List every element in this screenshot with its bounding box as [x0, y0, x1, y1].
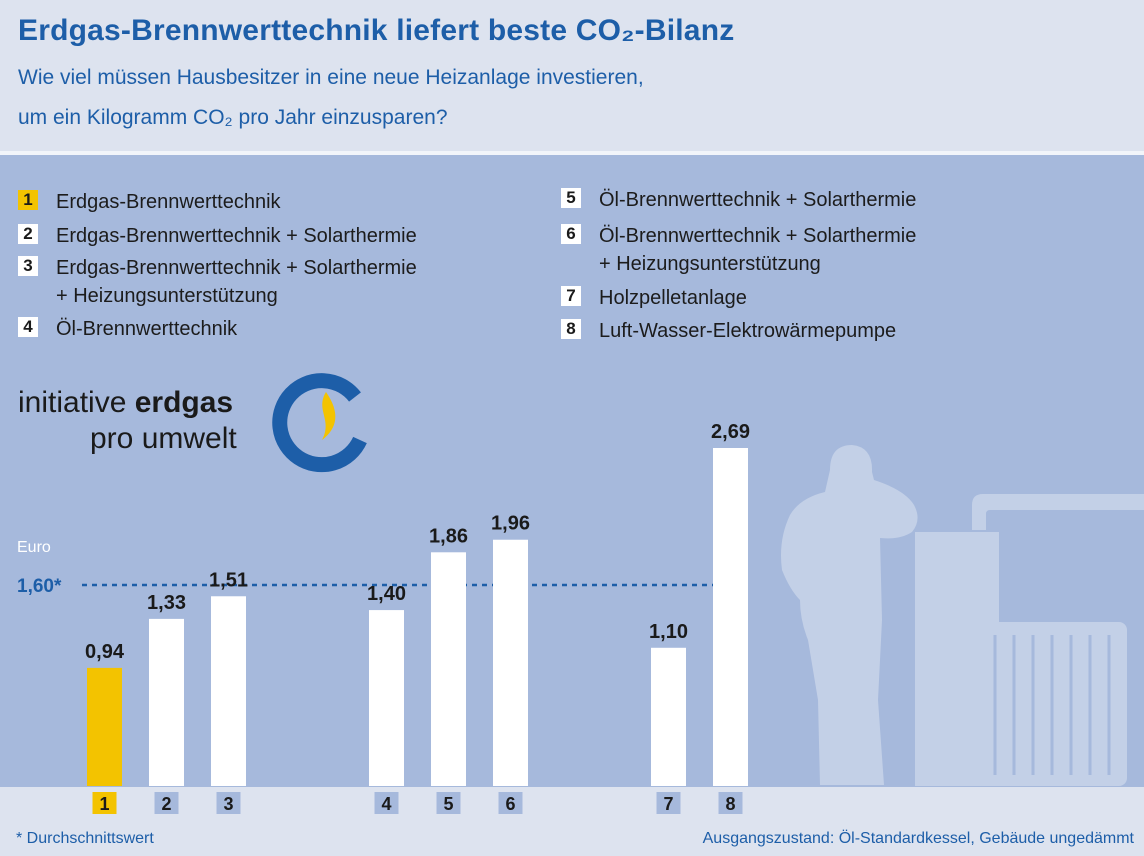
legend-label: Erdgas-Brennwerttechnik + Solarthermie	[56, 257, 417, 279]
legend-label: Öl-Brennwerttechnik	[56, 318, 238, 340]
bar-value-label-4: 1,40	[367, 583, 406, 605]
legend-number-badge: 1	[18, 190, 38, 210]
legend-number-badge: 3	[18, 256, 38, 276]
logo-word-regular: initiative	[18, 386, 135, 419]
y-axis-label: Euro	[17, 539, 51, 556]
legend-label: Erdgas-Brennwerttechnik + Solarthermie	[56, 225, 417, 247]
footnote-average: * Durchschnittswert	[16, 830, 154, 847]
category-tick-box-8	[718, 792, 743, 814]
bar-value-label-7: 1,10	[649, 621, 688, 643]
bar-2	[149, 618, 184, 786]
bar-8	[713, 448, 748, 786]
reference-line-group: 1,60*	[17, 576, 720, 597]
bars-group: 0,94 1,33 1,51 1,40 1,86 1,96 1,10 2,69	[85, 421, 750, 786]
logo-wordmark-line-2: pro umwelt	[90, 422, 237, 455]
legend-label: Öl-Brennwerttechnik + Solarthermie	[599, 189, 917, 211]
category-tick-box-6	[498, 792, 523, 814]
legend-label-continued: + Heizungsunterstützung	[56, 285, 278, 307]
legend-number-badge: 6	[561, 224, 581, 244]
initiative-erdgas-logo-icon	[272, 373, 367, 473]
category-tick-label-5: 5	[443, 794, 453, 814]
legend-number-badge: 8	[561, 319, 581, 339]
footnote-baseline: Ausgangszustand: Öl-Standardkessel, Gebä…	[702, 830, 1134, 847]
legend-label-continued: + Heizungsunterstützung	[599, 253, 821, 275]
logo-word-bold: erdgas	[134, 386, 234, 419]
reference-line-label: 1,60*	[17, 576, 62, 597]
category-tick-box-4	[374, 792, 399, 814]
category-tick-label-4: 4	[381, 794, 391, 814]
bar-value-label-5: 1,86	[429, 525, 468, 547]
category-ticks-group: 1 2 3 4 5 6 7 8	[92, 792, 743, 814]
legend-number-badge: 7	[561, 286, 581, 306]
bar-6	[493, 539, 528, 786]
category-tick-label-7: 7	[663, 794, 673, 814]
header-divider	[0, 151, 1144, 155]
category-tick-label-8: 8	[725, 794, 735, 814]
bar-7	[651, 647, 686, 786]
category-tick-box-3	[216, 792, 241, 814]
bar-value-label-1: 0,94	[85, 641, 125, 663]
bar-value-label-2: 1,33	[147, 592, 186, 614]
category-tick-box-1	[92, 792, 117, 814]
bar-4	[369, 610, 404, 786]
bottom-band	[0, 787, 1144, 856]
legend-number-badge: 5	[561, 188, 581, 208]
radiator-fins	[993, 635, 1111, 775]
legend-label: Holzpelletanlage	[599, 287, 747, 309]
category-tick-box-7	[656, 792, 681, 814]
category-tick-box-5	[436, 792, 461, 814]
subtitle-line-2: um ein Kilogramm CO₂ pro Jahr einzuspare…	[18, 106, 448, 129]
category-tick-label-3: 3	[223, 794, 233, 814]
header-band	[0, 0, 1144, 151]
bar-3	[211, 596, 246, 786]
category-tick-label-6: 6	[505, 794, 515, 814]
legend-label: Luft-Wasser-Elektrowärmepumpe	[599, 320, 897, 342]
bar-5	[431, 552, 466, 786]
page-title: Erdgas-Brennwerttechnik liefert beste CO…	[18, 14, 735, 47]
logo-wordmark-line-1: initiative erdgas	[18, 386, 233, 420]
category-tick-box-2	[154, 792, 179, 814]
bar-value-label-6: 1,96	[491, 513, 530, 535]
category-tick-label-1: 1	[99, 794, 109, 814]
legend-label: Öl-Brennwerttechnik + Solarthermie	[599, 225, 917, 247]
bar-value-label-3: 1,51	[209, 569, 248, 591]
bar-1	[87, 667, 122, 786]
legend-label: Erdgas-Brennwerttechnik	[56, 191, 281, 213]
legend-number-badge: 2	[18, 224, 38, 244]
category-tick-label-2: 2	[161, 794, 171, 814]
legend-number-badge: 4	[18, 317, 38, 337]
bar-value-label-8: 2,69	[711, 421, 750, 443]
subtitle-line-1: Wie viel müssen Hausbesitzer in eine neu…	[18, 66, 644, 89]
